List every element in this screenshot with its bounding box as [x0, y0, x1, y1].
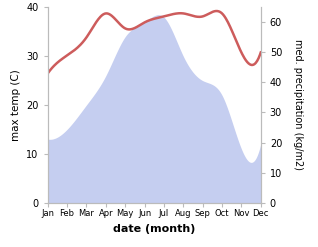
X-axis label: date (month): date (month)	[113, 224, 196, 234]
Y-axis label: med. precipitation (kg/m2): med. precipitation (kg/m2)	[293, 40, 303, 170]
Y-axis label: max temp (C): max temp (C)	[11, 69, 21, 141]
